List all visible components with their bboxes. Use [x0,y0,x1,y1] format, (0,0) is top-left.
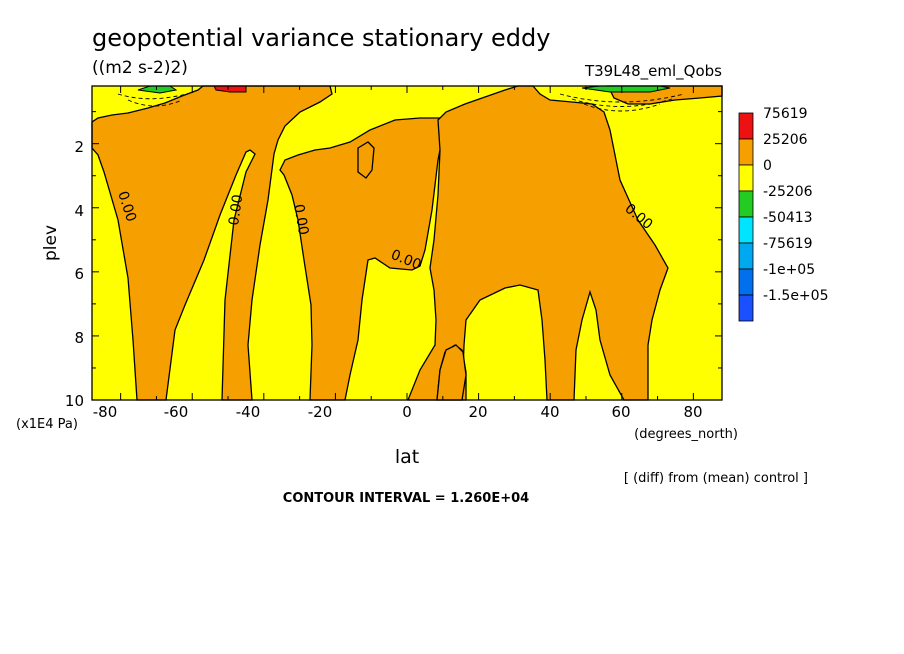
legend-label: -1.5e+05 [763,288,828,304]
legend-label: 75619 [763,106,808,122]
legend-label: 25206 [763,132,808,148]
legend-swatch [738,216,754,244]
legend-label: 0 [763,158,772,174]
y-tick-label: 4 [74,202,84,220]
legend-swatch [738,164,754,192]
dashed-contour-west [117,92,191,100]
y-tick-label: 10 [65,392,84,410]
orange-region-east [407,85,669,401]
y-axis-label: plev [41,225,61,261]
x-tick-label: -40 [236,403,261,421]
y-tick-label: 8 [74,329,84,347]
x-tick-label: 60 [611,403,630,421]
chart-title: geopotential variance stationary eddy [92,24,550,52]
legend-label: -25206 [763,184,813,200]
x-tick-label: 20 [468,403,487,421]
legend-label: -75619 [763,236,813,252]
legend-swatch [738,190,754,218]
legend-swatch [738,294,754,322]
x-axis-label: lat [395,446,419,468]
y-axis-units: (x1E4 Pa) [16,417,78,432]
y-tick-label: 2 [74,138,84,156]
green-region-top-west [137,85,178,94]
x-tick-label: 40 [540,403,559,421]
x-tick-label: -20 [308,403,333,421]
chart-units: ((m2 s-2)2) [92,58,188,78]
legend-swatch [738,112,754,140]
region-25206 [91,85,723,401]
x-tick-label: -60 [164,403,189,421]
y-tick-label: 6 [74,265,84,283]
run-label: T39L48_eml_Qobs [584,62,722,81]
legend-swatch [738,138,754,166]
x-tick-label: -80 [93,403,118,421]
legend-swatch [738,268,754,296]
dashed-contour-east-3 [583,103,661,112]
legend-label: -1e+05 [763,262,815,278]
x-axis-units: (degrees_north) [634,427,738,442]
orange-blob-lower [436,344,467,401]
plot-area: 0.00 0.00 0.00 0.00 0.00 [91,85,723,401]
orange-region-centre [279,117,446,401]
axis-ticks [92,86,722,401]
dashed-contour-west-2 [127,99,183,107]
y-axis: 2 4 6 8 10 (x1E4 Pa) plev [16,138,84,432]
legend-label: -50413 [763,210,813,226]
x-tick-label: 0 [402,403,412,421]
contour-label-3: 0.00 [290,203,311,236]
contour-label-2: 0.00 [226,193,246,226]
x-axis: -80 -60 -40 -20 0 20 40 60 80 (degrees_n… [93,403,738,468]
footnote: [ (diff) from (mean) control ] [624,471,808,486]
orange-blob-upper [357,141,375,179]
contour-interval: CONTOUR INTERVAL = 1.260E+04 [283,491,529,506]
dashed-contour-east-2 [571,98,673,107]
color-legend: 75619 25206 0 -25206 -50413 -75619 -1e+05 -1.5e… [738,106,828,322]
legend-swatch [738,242,754,270]
x-tick-label: 80 [683,403,702,421]
